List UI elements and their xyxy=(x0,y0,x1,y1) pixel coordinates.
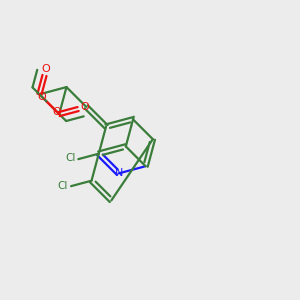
Text: N: N xyxy=(114,168,123,178)
Text: Cl: Cl xyxy=(57,181,68,191)
Text: O: O xyxy=(52,107,61,117)
Text: O: O xyxy=(80,102,89,112)
Text: Cl: Cl xyxy=(65,153,75,163)
Text: O: O xyxy=(38,92,46,102)
Text: O: O xyxy=(42,64,51,74)
